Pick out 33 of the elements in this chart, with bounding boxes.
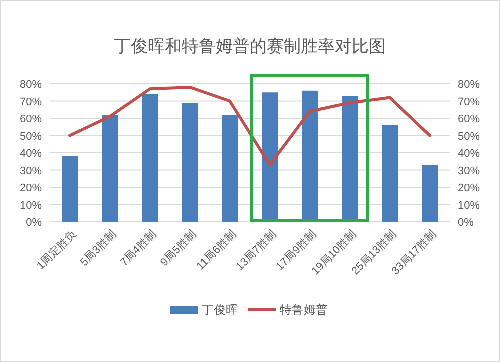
bar <box>422 165 438 222</box>
x-tick-label: 7局4胜制 <box>118 228 159 269</box>
y2-tick-label: 50% <box>458 130 480 143</box>
legend-label: 特鲁姆普 <box>280 303 328 317</box>
bar <box>382 125 398 222</box>
bar <box>182 102 198 222</box>
y2-tick-label: 60% <box>458 114 480 126</box>
y2-tick-label: 0% <box>458 217 474 229</box>
bar <box>62 156 78 222</box>
y2-tick-label: 80% <box>458 79 480 91</box>
x-tick-label: 5局3胜制 <box>78 228 119 269</box>
x-tick-label: 9局5胜制 <box>158 228 199 269</box>
bar <box>222 115 238 222</box>
y-tick-label: 20% <box>20 182 42 194</box>
y-tick-label: 50% <box>20 130 42 143</box>
line-series <box>68 86 432 167</box>
y-tick-label: 70% <box>20 96 42 108</box>
y-tick-label: 80% <box>20 79 42 91</box>
y-tick-label: 60% <box>20 114 42 126</box>
bar <box>102 115 118 222</box>
y2-tick-label: 10% <box>458 200 480 212</box>
y2-tick-label: 20% <box>458 182 480 194</box>
y-tick-label: 10% <box>20 200 42 212</box>
chart-title: 丁俊晖和特鲁姆普的赛制胜率对比图 <box>114 37 386 56</box>
y2-tick-label: 70% <box>458 96 480 108</box>
y-tick-label: 40% <box>20 148 42 160</box>
legend-label: 丁俊晖 <box>202 303 238 317</box>
y2-tick-label: 40% <box>458 148 480 160</box>
bar <box>142 94 158 222</box>
y2-tick-label: 30% <box>458 165 480 178</box>
x-tick-label: 1周定胜负 <box>34 228 79 272</box>
y-tick-label: 0% <box>26 217 42 229</box>
y-tick-label: 30% <box>20 165 42 178</box>
